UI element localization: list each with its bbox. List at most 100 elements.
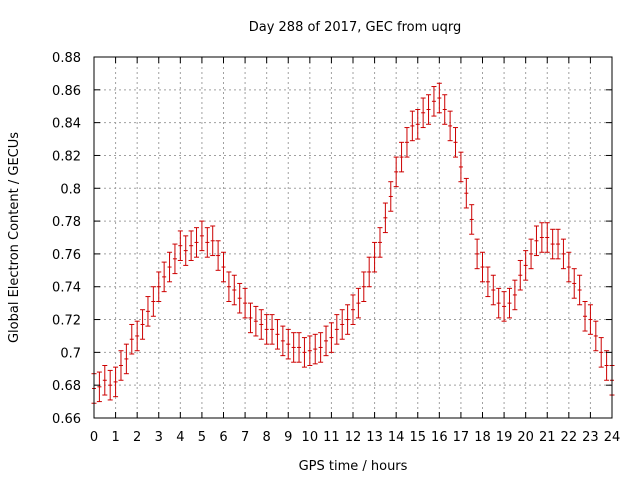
x-tick-label: 24 [604,430,621,445]
y-axis-label: Global Electron Content / GECUs [7,132,22,343]
data-point [539,222,545,253]
y-tick-label: 0.66 [52,412,81,427]
x-tick-label: 22 [561,430,578,445]
data-point [571,268,577,299]
data-point [480,251,485,283]
data-point [409,110,415,142]
x-tick-label: 13 [366,430,383,445]
x-tick-label: 7 [241,430,249,445]
data-point [156,271,162,302]
data-point [431,86,437,117]
data-point [490,274,496,306]
y-tick-label: 0.86 [52,84,81,99]
data-point [96,371,102,403]
x-tick-label: 2 [133,430,141,445]
data-point [318,332,324,363]
data-point [339,309,345,340]
data-point [140,309,146,340]
data-point [355,287,361,319]
data-point [566,251,572,283]
data-point [560,238,566,270]
y-tick-label: 0.7 [60,346,81,361]
data-point [582,300,588,332]
y-tick-label: 0.88 [52,51,81,66]
data-point [123,343,129,375]
data-point [469,204,475,235]
data-point [102,364,108,396]
x-tick-label: 11 [323,430,340,445]
chart-title: Day 288 of 2017, GEC from uqrg [249,20,462,35]
data-point [107,369,113,401]
data-point [345,304,351,335]
data-point [247,302,253,334]
data-point [264,314,270,345]
y-tick-label: 0.76 [52,248,81,263]
data-point [382,202,388,234]
x-tick-label: 8 [263,430,271,445]
data-point [544,222,550,253]
data-point [172,243,178,275]
x-tick-label: 20 [517,430,534,445]
data-point [577,274,583,306]
data-point [458,151,464,183]
x-tick-label: 21 [539,430,556,445]
x-tick-label: 9 [284,430,292,445]
data-point [269,314,275,345]
x-tick-label: 14 [388,430,405,445]
data-point [161,261,167,293]
data-point [517,259,523,291]
x-axis-label: GPS time / hours [299,459,408,474]
data-point [242,287,248,319]
data-point [194,227,200,258]
y-tick-label: 0.8 [60,182,81,197]
data-point [183,235,189,266]
data-point [528,238,534,270]
data-point [253,305,259,337]
data-point [118,350,124,381]
y-tick-label: 0.68 [52,379,81,394]
data-point [436,82,442,114]
data-point [307,335,313,366]
data-point [323,325,329,357]
data-point [512,279,518,311]
data-point [593,320,599,352]
data-point [328,322,334,353]
data-point [199,220,205,252]
x-tick-label: 15 [409,430,426,445]
data-point [533,225,539,257]
data-point [285,328,291,360]
x-tick-label: 16 [431,430,448,445]
x-axis-ticks: 0 1 2 3 4 5 6 7 8 9 10 11 12 13 14 15 16 17 18 19 20 21 22 23 24 [90,57,620,445]
y-tick-label: 0.84 [52,117,81,132]
data-point [523,250,529,281]
data-point [204,227,210,258]
x-tick-label: 23 [582,430,599,445]
data-point [415,109,421,140]
y-tick-label: 0.74 [52,281,81,296]
x-tick-label: 17 [453,430,470,445]
data-point [280,325,286,357]
y-tick-label: 0.78 [52,215,81,230]
data-point [426,94,432,125]
data-point [226,271,232,302]
data-point [598,337,604,368]
data-point [501,291,507,322]
data-point [404,127,410,158]
data-point [150,286,156,317]
data-point [420,97,426,129]
data-point [215,240,221,271]
data-point [296,332,302,363]
data-point [210,225,216,257]
data-point [145,296,151,327]
data-point [447,110,453,142]
data-point [113,366,119,398]
data-point [463,177,469,209]
data-point [221,251,226,283]
y-axis-ticks: 0.66 0.68 0.7 0.72 0.74 0.76 0.78 0.8 0.82 0.84 0.… [52,51,612,427]
x-tick-label: 6 [219,430,227,445]
x-tick-label: 5 [198,430,206,445]
x-tick-label: 4 [176,430,184,445]
data-point [453,127,459,158]
